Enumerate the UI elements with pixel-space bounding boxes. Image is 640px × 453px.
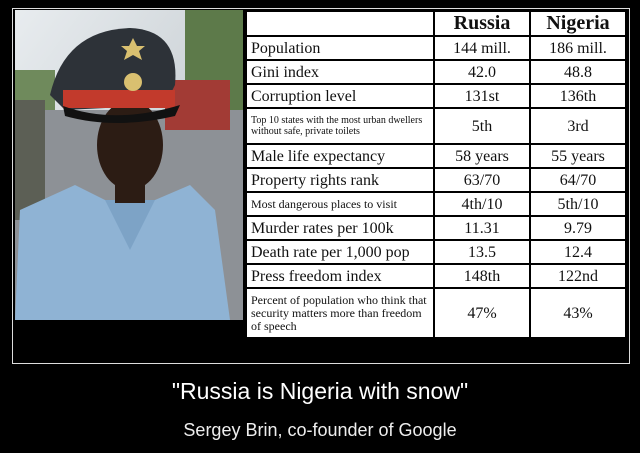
nigeria-value: 136th bbox=[529, 83, 627, 109]
header-russia: Russia bbox=[433, 10, 531, 37]
table-row: Murder rates per 100k 11.31 9.79 bbox=[245, 215, 627, 241]
russia-value: 5th bbox=[433, 107, 531, 145]
row-label: Press freedom index bbox=[245, 263, 435, 289]
police-officer-photo bbox=[15, 10, 243, 320]
table-row: Death rate per 1,000 pop 13.5 12.4 bbox=[245, 239, 627, 265]
nigeria-value: 9.79 bbox=[529, 215, 627, 241]
nigeria-value: 3rd bbox=[529, 107, 627, 145]
russia-value: 131st bbox=[433, 83, 531, 109]
table-row: Gini index 42.0 48.8 bbox=[245, 59, 627, 85]
row-label: Murder rates per 100k bbox=[245, 215, 435, 241]
comparison-table: Russia Nigeria Population 144 mill. 186 mi… bbox=[245, 10, 627, 339]
nigeria-value: 122nd bbox=[529, 263, 627, 289]
header-nigeria: Nigeria bbox=[529, 10, 627, 37]
row-label: Population bbox=[245, 35, 435, 61]
table-row: Population 144 mill. 186 mill. bbox=[245, 35, 627, 61]
table-row: Corruption level 131st 136th bbox=[245, 83, 627, 109]
russia-value: 42.0 bbox=[433, 59, 531, 85]
table-row: Male life expectancy 58 years 55 years bbox=[245, 143, 627, 169]
russia-value: 63/70 bbox=[433, 167, 531, 193]
nigeria-value: 43% bbox=[529, 287, 627, 339]
row-label: Top 10 states with the most urban dwelle… bbox=[245, 107, 435, 145]
russia-value: 144 mill. bbox=[433, 35, 531, 61]
row-label: Gini index bbox=[245, 59, 435, 85]
russia-value: 58 years bbox=[433, 143, 531, 169]
row-label: Percent of population who think that sec… bbox=[245, 287, 435, 339]
table-row: Press freedom index 148th 122nd bbox=[245, 263, 627, 289]
caption-quote: "Russia is Nigeria with snow" bbox=[171, 378, 469, 404]
row-label: Death rate per 1,000 pop bbox=[245, 239, 435, 265]
row-label: Property rights rank bbox=[245, 167, 435, 193]
table-row: Most dangerous places to visit 4th/10 5th/… bbox=[245, 191, 627, 217]
caption-attribution: Sergey Brin, co-founder of Google bbox=[183, 420, 457, 440]
row-label: Corruption level bbox=[245, 83, 435, 109]
table-row: Property rights rank 63/70 64/70 bbox=[245, 167, 627, 193]
table-row: Top 10 states with the most urban dwelle… bbox=[245, 107, 627, 145]
table-header-row: Russia Nigeria bbox=[245, 10, 627, 37]
russia-value: 148th bbox=[433, 263, 531, 289]
row-label: Most dangerous places to visit bbox=[245, 191, 435, 217]
russia-value: 47% bbox=[433, 287, 531, 339]
row-label: Male life expectancy bbox=[245, 143, 435, 169]
nigeria-value: 48.8 bbox=[529, 59, 627, 85]
table-row: Percent of population who think that sec… bbox=[245, 287, 627, 339]
russia-value: 11.31 bbox=[433, 215, 531, 241]
nigeria-value: 64/70 bbox=[529, 167, 627, 193]
nigeria-value: 5th/10 bbox=[529, 191, 627, 217]
nigeria-value: 186 mill. bbox=[529, 35, 627, 61]
nigeria-value: 12.4 bbox=[529, 239, 627, 265]
russia-value: 4th/10 bbox=[433, 191, 531, 217]
nigeria-value: 55 years bbox=[529, 143, 627, 169]
header-empty bbox=[245, 10, 435, 37]
russia-value: 13.5 bbox=[433, 239, 531, 265]
